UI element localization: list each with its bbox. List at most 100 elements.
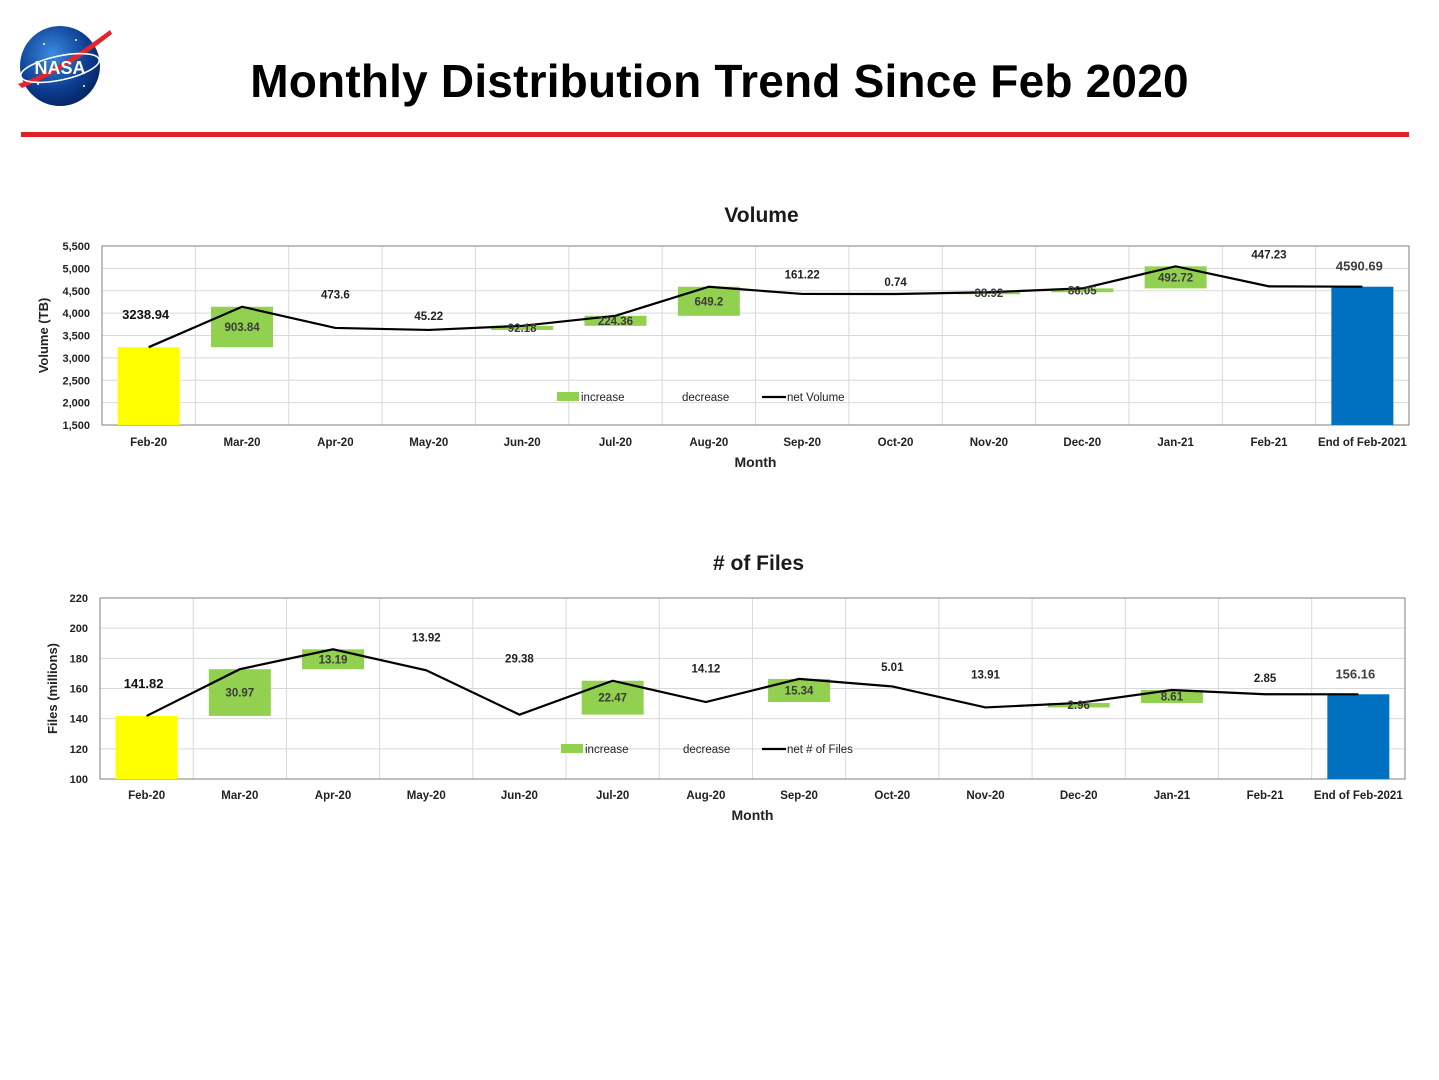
change-data-label: 0.74 (884, 277, 907, 289)
change-data-label: 473.6 (321, 290, 350, 302)
legend-net-label: net # of Files (787, 744, 853, 756)
chart-title: # of Files (713, 552, 804, 575)
change-data-label: 492.72 (1158, 272, 1193, 284)
y-tick-label: 4,000 (62, 308, 90, 320)
y-tick-label: 220 (70, 593, 88, 605)
increase-bar (211, 306, 274, 348)
change-data-label: 15.34 (785, 685, 814, 697)
increase-bar (302, 649, 365, 670)
change-data-label: 649.2 (694, 296, 723, 308)
x-axis-title: Month (732, 807, 774, 823)
chart-title: Volume (724, 204, 798, 227)
change-data-label: 224.36 (598, 316, 633, 328)
x-tick-label: End of Feb-2021 (1314, 790, 1403, 802)
start-bar-label: 3238.94 (122, 307, 170, 322)
start-bar-label: 141.82 (124, 676, 164, 691)
end-bar-label: 4590.69 (1336, 259, 1383, 274)
x-tick-label: Aug-20 (689, 437, 728, 449)
plot-frame (99, 597, 1406, 780)
y-tick-label: 100 (70, 774, 88, 786)
y-tick-label: 160 (70, 684, 88, 696)
change-data-label: 22.47 (598, 693, 627, 705)
x-tick-label: Feb-20 (130, 437, 167, 449)
x-tick-label: Jun-20 (504, 437, 541, 449)
y-tick-label: 5,500 (62, 241, 90, 253)
legend-increase-swatch (561, 744, 583, 753)
increase-bar (1144, 266, 1207, 289)
net-line (146, 648, 1359, 717)
x-tick-label: Feb-20 (128, 790, 165, 802)
y-tick-label: 5,000 (62, 263, 90, 275)
change-data-label: 8.61 (1161, 691, 1184, 703)
y-tick-label: 3,500 (62, 331, 90, 343)
page-title: Monthly Distribution Trend Since Feb 202… (250, 55, 1189, 107)
increase-bar (584, 315, 647, 326)
change-data-label: 38.92 (975, 288, 1004, 300)
change-data-label: 45.22 (414, 311, 443, 323)
change-data-label: 13.92 (412, 632, 441, 644)
y-tick-label: 200 (70, 623, 88, 635)
change-data-label: 86.05 (1068, 285, 1097, 297)
change-data-label: 13.19 (319, 654, 348, 666)
x-tick-label: Sep-20 (783, 437, 821, 449)
logo-text: NASA (34, 58, 85, 78)
x-tick-label: Dec-20 (1060, 790, 1098, 802)
y-tick-label: 2,000 (62, 398, 90, 410)
x-tick-label: Nov-20 (966, 790, 1004, 802)
increase-bar (677, 286, 740, 316)
increase-bar (491, 325, 554, 330)
increase-bar (1051, 288, 1114, 293)
y-tick-label: 120 (70, 744, 88, 756)
x-tick-label: Apr-20 (317, 437, 353, 449)
x-tick-label: Dec-20 (1063, 437, 1101, 449)
x-axis-title: Month (735, 454, 777, 470)
change-data-label: 14.12 (691, 664, 720, 676)
increase-bar (1047, 702, 1110, 708)
x-tick-label: May-20 (407, 790, 446, 802)
change-data-label: 92.18 (508, 323, 537, 335)
end-bar (1327, 694, 1390, 779)
end-bar-label: 156.16 (1335, 666, 1375, 681)
x-tick-label: Feb-21 (1250, 437, 1288, 449)
x-tick-label: Jan-21 (1154, 790, 1191, 802)
increase-bar (208, 669, 271, 716)
x-tick-label: Apr-20 (315, 790, 351, 802)
change-data-label: 30.97 (225, 688, 254, 700)
files-chart: # of Files 100 120 140 160 180 200 220 141.82 156… (0, 538, 1439, 838)
end-bar (1331, 286, 1394, 425)
y-tick-label: 3,000 (62, 353, 90, 365)
legend-increase-label: increase (581, 392, 624, 404)
net-line (148, 265, 1363, 349)
change-data-label: 903.84 (224, 322, 260, 334)
x-tick-label: May-20 (409, 437, 448, 449)
x-tick-label: Jul-20 (596, 790, 629, 802)
start-bar (117, 347, 180, 425)
x-tick-label: Jun-20 (501, 790, 538, 802)
start-bar (115, 715, 178, 779)
x-tick-label: Jan-21 (1157, 437, 1194, 449)
change-data-label: 2.96 (1068, 700, 1090, 712)
x-tick-label: Nov-20 (970, 437, 1008, 449)
increase-bar (768, 678, 831, 703)
change-data-label: 5.01 (881, 662, 904, 674)
x-tick-label: Sep-20 (780, 790, 818, 802)
y-tick-label: 2,500 (62, 375, 90, 387)
y-tick-label: 180 (70, 653, 88, 665)
legend-decrease-label: decrease (683, 744, 730, 756)
y-tick-label: 140 (70, 714, 88, 726)
volume-chart: Volume 1,500 2,000 2,500 3,000 3,500 4,000 4,50… (0, 188, 1439, 488)
legend-net-label: net Volume (787, 392, 845, 404)
legend-increase-label: increase (585, 744, 628, 756)
y-tick-label: 4,500 (62, 286, 90, 298)
x-tick-label: Mar-20 (224, 437, 261, 449)
legend-increase-swatch (557, 392, 579, 401)
x-tick-label: End of Feb-2021 (1318, 437, 1407, 449)
x-tick-label: Jul-20 (599, 437, 632, 449)
x-tick-label: Oct-20 (874, 790, 910, 802)
change-data-label: 447.23 (1251, 249, 1286, 261)
y-tick-label: 1,500 (62, 420, 90, 432)
change-data-label: 161.22 (785, 270, 820, 282)
change-data-label: 2.85 (1254, 673, 1277, 685)
y-axis-title: Files (millions) (45, 643, 60, 734)
nasa-logo: NASA (14, 22, 114, 108)
